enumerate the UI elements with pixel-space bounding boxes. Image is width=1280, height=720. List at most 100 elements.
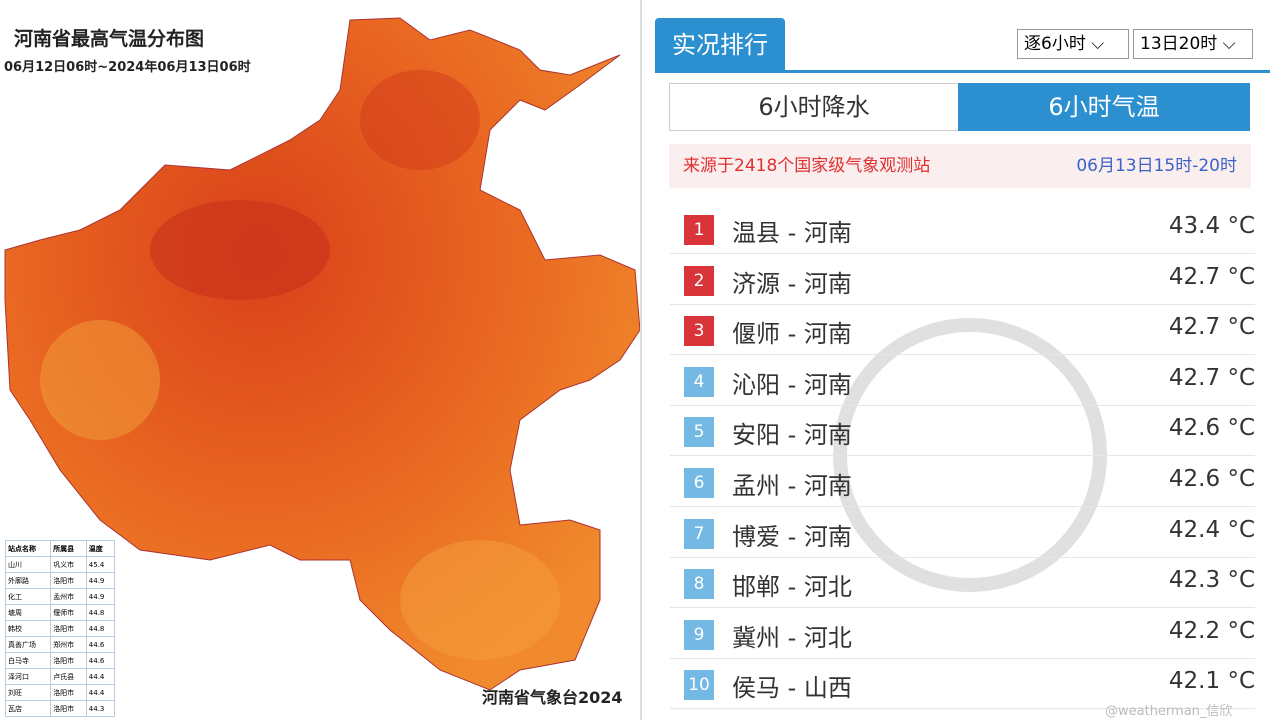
cool-zone: [40, 320, 160, 440]
table-cell: 44.4: [85, 668, 116, 685]
header-cell: 温度: [85, 540, 116, 557]
rank-badge: 2: [684, 265, 714, 296]
table-header: 站点名称 所属县 温度: [4, 540, 116, 557]
map-title: 河南省最高气温分布图: [14, 28, 205, 50]
select-label: 13日20时: [1140, 34, 1218, 54]
temperature-unit: °C: [1227, 567, 1255, 594]
table-cell: 塘周: [4, 604, 52, 621]
rank-badge: 9: [684, 619, 714, 650]
source: 来源于2418个国家级气象观测站: [683, 156, 931, 176]
temperature-value: 42.7: [1168, 314, 1221, 341]
table-cell: 巩义市: [50, 556, 87, 573]
temperature-unit: °C: [1227, 213, 1255, 239]
watermark-logo: [833, 318, 1107, 592]
table-cell: 白马寺: [4, 652, 52, 669]
select[interactable]: 逐6小时 ⌵: [1017, 29, 1129, 59]
rank-badge: 7: [684, 518, 714, 549]
table-cell: 孟州市: [50, 588, 87, 605]
table-cell: 44.8: [85, 604, 116, 621]
table-row: 外廓路 洛阳市 44.9: [4, 572, 116, 589]
temperature-unit: °C: [1227, 314, 1255, 341]
table-cell: 刘旺: [4, 684, 52, 701]
tab-bar: [655, 70, 1270, 73]
table-cell: 外廓路: [4, 572, 52, 589]
rank-row: 1 温县 - 河南 43.4 °C: [670, 203, 1255, 254]
map-subtitle: 06月12日06时~2024年06月13日06时: [4, 60, 251, 75]
rank-row: 6 孟州 - 河南 42.6 °C: [670, 456, 1255, 507]
station-name: 安阳 - 河南: [732, 421, 852, 450]
table-row: 瓦店 洛阳市 44.3: [4, 700, 116, 717]
station-name: 孟州 - 河南: [732, 472, 852, 500]
table-row: 真善广场 郑州市 44.6: [4, 636, 116, 653]
table-cell: 山川: [4, 556, 52, 573]
province-shape: [4, 17, 640, 691]
rank-row: 7 博爱 - 河南 42.4 °C: [670, 507, 1255, 558]
temperature: 42.6 °C: [1169, 466, 1255, 492]
table-row: 白马寺 洛阳市 44.6: [4, 652, 116, 669]
temperature-value: 42.6: [1168, 466, 1221, 492]
table-row: 山川 巩义市 45.4: [4, 556, 116, 573]
table-row: 韩校 洛阳市 44.8: [4, 620, 116, 637]
temperature-value: 42.7: [1168, 263, 1221, 290]
hot-zone: [150, 200, 330, 300]
temperature-unit: °C: [1227, 364, 1255, 391]
map-footer: 河南省气象台2024: [482, 688, 623, 707]
station-name: 温县 - 河南: [732, 219, 852, 247]
table-cell: 洛阳市: [50, 684, 87, 701]
ranking-panel: 实况排行 逐6小时 ⌵ 13日20时 ⌵ 6小时降水 6小时气温 来源于2418…: [655, 0, 1270, 720]
station-name: 沁阳 - 河南: [732, 370, 852, 399]
table-cell: 洛阳市: [50, 572, 87, 589]
station-name: 邯郸 - 河北: [732, 573, 852, 602]
temperature: 43.4 °C: [1169, 213, 1255, 239]
rank-badge: 4: [684, 366, 714, 397]
select-label: 逐6小时: [1024, 34, 1086, 54]
table-cell: 卢氏县: [50, 668, 87, 685]
table-cell: 44.6: [85, 636, 116, 653]
table-row: 泽河口 卢氏县 44.4: [4, 668, 116, 685]
station-table: 站点名称 所属县 温度 山川 巩义市 45.4 外廓路 洛阳市 44.9 化工 孟州市 44.9 塘周偃…: [4, 540, 116, 717]
temperature: 42.3 °C: [1169, 567, 1255, 593]
table-cell: 44.3: [85, 700, 116, 717]
toggle-active[interactable]: 6小时气温: [958, 83, 1250, 131]
rank-badge: 8: [684, 569, 714, 600]
rank-row: 10 侯马 - 山西 42.1 °C: [670, 658, 1255, 710]
map: [4, 17, 640, 691]
temperature-value: 43.4: [1168, 213, 1221, 239]
rank-badge: 1: [684, 215, 714, 245]
rank-badge: 10: [684, 670, 714, 701]
rank-badge: 6: [684, 468, 714, 498]
period: 06月13日15时-20时: [1076, 156, 1237, 176]
station-name: 侯马 - 山西: [732, 674, 852, 703]
tab[interactable]: 实况排行: [655, 18, 785, 70]
table-cell: 洛阳市: [50, 700, 87, 717]
table-cell: 洛阳市: [50, 620, 87, 637]
station-name: 偃师 - 河南: [732, 320, 852, 349]
temperature-unit: °C: [1227, 415, 1255, 442]
toggle[interactable]: 6小时降水: [669, 83, 959, 131]
map-panel: 河南省最高气温分布图 06月12日06时~2024年06月13日06时 站点名称…: [4, 0, 642, 720]
table-cell: 44.9: [85, 588, 116, 605]
table-cell: 45.4: [85, 556, 116, 573]
temperature: 42.7 °C: [1169, 264, 1255, 290]
temperature-unit: °C: [1227, 263, 1255, 290]
header-cell: 所属县: [50, 540, 87, 557]
table-cell: 化工: [4, 588, 52, 605]
table-cell: 真善广场: [4, 636, 52, 653]
table-cell: 郑州市: [50, 636, 87, 653]
rank-row: 4 沁阳 - 河南 42.7 °C: [670, 355, 1255, 406]
select[interactable]: 13日20时 ⌵: [1133, 29, 1253, 59]
table-cell: 泽河口: [4, 668, 52, 685]
table-cell: 44.6: [85, 652, 116, 669]
header-cell: 站点名称: [4, 540, 52, 557]
temperature-value: 42.1: [1168, 668, 1221, 695]
temperature: 42.4 °C: [1169, 517, 1255, 543]
station-name: 冀州 - 河北: [732, 623, 852, 652]
temperature-value: 42.3: [1168, 567, 1221, 594]
hot-zone: [360, 70, 480, 170]
temperature-unit: °C: [1227, 617, 1255, 644]
cool-zone: [400, 540, 560, 660]
rank-row: 8 邯郸 - 河北 42.3 °C: [670, 557, 1255, 609]
rank-row: 3 偃师 - 河南 42.7 °C: [670, 304, 1255, 356]
table-row: 刘旺 洛阳市 44.4: [4, 684, 116, 701]
temperature-value: 42.7: [1168, 364, 1221, 391]
